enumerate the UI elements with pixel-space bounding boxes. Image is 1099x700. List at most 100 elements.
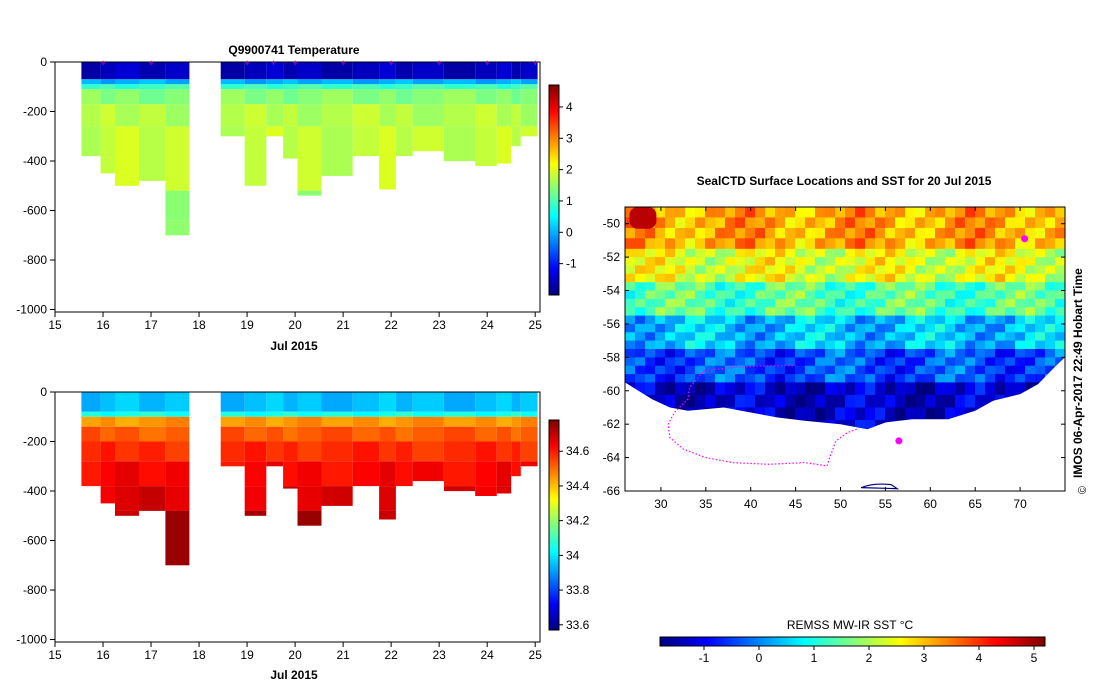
sst-cell [965,257,976,267]
sst-cell [945,265,956,275]
sst-cell [1045,282,1056,292]
colorbar-tick-label: 33.8 [566,583,590,597]
sst-cell [755,227,766,239]
sst-cell [1035,290,1046,300]
sst-cell [895,257,906,267]
sst-cell [645,323,656,333]
section-cell [511,411,521,417]
sst-cell [835,323,846,333]
section-cell [100,486,115,504]
sst-cell [725,323,736,333]
sst-cell [875,207,886,218]
sst-cell [655,340,666,350]
section-cell [352,441,380,462]
sst-cell [1045,248,1056,258]
section-cell [139,411,166,417]
sst-cell [825,382,836,396]
colorbar-tick-label: 4 [566,100,573,114]
sst-cell [755,323,766,333]
sst-cell [995,349,1006,358]
sst-cell [955,394,966,408]
section-cell [266,461,284,467]
sst-cell [955,357,966,367]
sst-cell [935,282,946,292]
sst-cell [975,349,986,358]
section-cell [520,426,538,442]
sst-cell [1055,248,1065,258]
sst-cell [1005,238,1016,250]
sst-cell [655,357,666,367]
sst-cell [695,374,706,384]
section-cell [115,62,139,80]
sst-cell [1005,290,1016,300]
section-cell [115,392,139,412]
section-cell [520,79,538,85]
sst-cell [925,374,936,384]
sst-cell [895,298,906,308]
sst-cell [665,290,676,300]
section-cell [297,392,322,412]
sst-cell [755,340,766,350]
section-cell [244,84,267,90]
sst-cell [835,290,846,300]
sst-cell [675,273,686,283]
sst-cell [1015,365,1026,375]
sst-cell [715,227,726,239]
sst-cell [975,282,986,292]
sst-cell [995,307,1006,317]
section-cell [444,126,476,162]
sst-cell [905,374,916,384]
colorbar-gradient [548,84,560,296]
sst-cell [965,394,976,408]
section-cell [444,62,476,80]
section-cell [321,126,353,176]
section-cell [395,104,413,127]
sst-cell [935,207,946,218]
sst-cell [985,290,996,300]
sst-cell [735,248,746,258]
sst-cell [815,217,826,229]
section-cell [297,104,322,127]
section-cell [81,104,101,127]
sst-cell [905,307,916,317]
sst-map-title: SealCTD Surface Locations and SST for 20… [697,174,992,188]
section-cell [352,104,380,127]
sst-cell [835,374,846,384]
section-cell [379,441,396,462]
section-cell [266,79,284,85]
section-cell [379,89,396,105]
section-cell [115,510,139,516]
sst-cell [1005,248,1016,258]
sst-cell [715,374,726,384]
sst-cell [715,382,726,396]
section-cell [100,441,115,462]
sst-cell [815,315,826,325]
sst-cell [665,248,676,258]
sst-cell [815,290,826,300]
section-cell [475,126,497,166]
sst-cell [1035,323,1046,333]
sst-cell [1055,315,1065,325]
sst-cell [995,290,1006,300]
sst-cell [935,374,946,384]
sst-cell [965,265,976,275]
section-cell [520,392,538,412]
section-cell [139,89,166,105]
section-cell [520,84,538,90]
section-cell [266,426,284,442]
sst-cell [695,332,706,342]
sst-cell [755,349,766,358]
sst-cell [635,365,646,375]
sst-cell [875,357,886,367]
sst-cell [1015,349,1026,358]
section-cell [165,104,190,127]
sst-cell [955,349,966,358]
sst-cell [815,382,826,396]
sst-cell [655,349,666,358]
sst-cell [895,357,906,367]
sst-cell [955,340,966,350]
sst-cell [635,290,646,300]
section-cell [321,392,353,412]
sst-cell [1035,374,1046,384]
sst-cell [885,217,896,229]
